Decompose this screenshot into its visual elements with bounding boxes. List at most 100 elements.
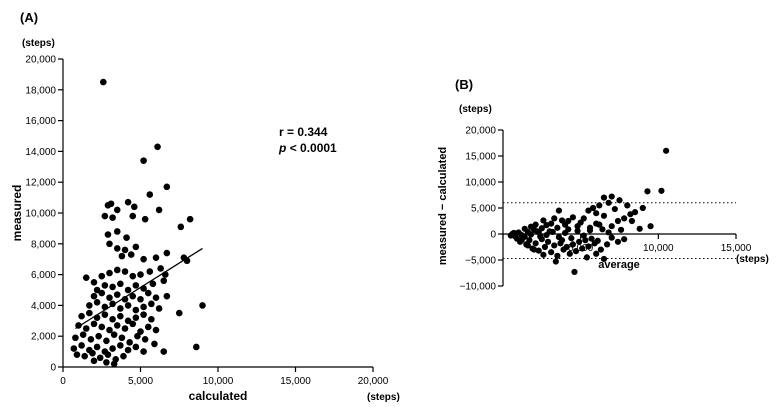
- panel-b-data-point: [558, 217, 566, 224]
- panel-a-y-tick-label: 14,000: [25, 147, 56, 158]
- panel-a-data-point: [186, 215, 194, 223]
- panel-b-data-point: [554, 252, 561, 259]
- panel-a-data-point: [90, 357, 98, 365]
- panel-b-y-tick-label: −5,000: [465, 256, 496, 267]
- panel-a-data-point: [106, 269, 113, 277]
- panel-a-data-point: [177, 223, 185, 231]
- panel-b-label: (B): [455, 77, 473, 92]
- panel-a-data-point: [163, 249, 171, 257]
- panel-a-data-point: [72, 334, 79, 342]
- panel-b-data-point: [563, 243, 570, 251]
- panel-b-data-point: [614, 217, 622, 225]
- panel-a-data-point: [82, 274, 90, 281]
- panel-b-data-point: [580, 232, 587, 239]
- panel-a-y-tick-label: 20,000: [25, 55, 56, 66]
- panel-a-data-point: [103, 337, 110, 345]
- panel-a-data-point: [113, 206, 121, 214]
- panel-b-data-point: [543, 222, 550, 229]
- panel-a-data-point: [160, 277, 168, 285]
- panel-a-data-point: [101, 282, 109, 289]
- panel-a-data-point: [100, 78, 107, 86]
- panel-b-data-point: [571, 268, 578, 276]
- panel-a-data-point: [86, 309, 93, 317]
- panel-a-data-point: [90, 292, 98, 300]
- panel-b-data-point: [524, 242, 531, 249]
- panel-b-data-point: [621, 215, 628, 222]
- panel-b-data-point: [603, 241, 611, 248]
- panel-a-data-point: [73, 351, 81, 358]
- panel-a-data-point: [104, 231, 112, 238]
- panel-a-data-point: [90, 279, 98, 286]
- panel-b-data-point: [540, 251, 547, 258]
- panel-b-data-point: [597, 246, 604, 253]
- panel-b-data-point: [544, 238, 552, 245]
- panel-b-data-point: [599, 226, 606, 233]
- panel-a-data-point: [151, 340, 158, 348]
- panel-a-data-point: [101, 303, 109, 311]
- panel-a-x-tick-label: 0: [60, 376, 66, 387]
- panel-a-data-point: [160, 348, 168, 355]
- panel-b-data-point: [605, 199, 612, 206]
- panel-a-data-point: [124, 198, 132, 206]
- panel-b-data-point: [566, 250, 573, 257]
- panel-a-data-point: [155, 206, 163, 214]
- panel-b-data-point: [574, 227, 581, 234]
- panel-a-data-point: [93, 286, 101, 294]
- panel-a-data-point: [109, 283, 116, 291]
- panel-a-data-point: [129, 320, 137, 328]
- panel-a-data-point: [75, 322, 82, 329]
- panel-a-y-unit: (steps): [22, 38, 55, 49]
- panel-a-data-point: [98, 272, 106, 280]
- panel-a-data-point: [152, 294, 160, 302]
- panel-a-data-point: [101, 311, 109, 318]
- panel-a-data-point: [140, 311, 147, 318]
- panel-b-data-point: [617, 226, 625, 233]
- panel-a-data-point: [96, 354, 104, 362]
- panel-a-data-point: [106, 240, 113, 248]
- panel-b-data-point: [568, 235, 575, 242]
- panel-b-data-point: [537, 233, 544, 240]
- panel-a-data-point: [90, 320, 98, 328]
- panel-b-data-point: [527, 231, 535, 238]
- panel-b-data-point: [611, 205, 618, 213]
- panel-a-data-point: [199, 302, 206, 309]
- panel-b-data-point: [585, 243, 592, 250]
- panel-a-data-point: [93, 343, 101, 351]
- panel-a-data-point: [126, 339, 133, 346]
- panel-b-data-point: [663, 147, 670, 154]
- panel-a-data-point: [78, 312, 85, 320]
- panel-b-y-tick-label: 0: [490, 230, 496, 241]
- panel-b-data-point: [548, 220, 555, 227]
- panel-a-data-point: [89, 349, 96, 357]
- panel-a-data-point: [132, 314, 140, 322]
- panel-a-data-point: [109, 300, 116, 308]
- panel-a-data-point: [137, 328, 144, 335]
- panel-a-data-point: [123, 234, 130, 241]
- correlation-r: r = 0.344: [279, 125, 328, 139]
- panel-a-data-point: [124, 286, 132, 294]
- panel-a-data-point: [106, 326, 113, 334]
- panel-b-data-point: [631, 209, 639, 216]
- panel-b-y-tick-label: 10,000: [465, 178, 496, 189]
- panel-a-data-point: [106, 294, 113, 302]
- panel-b-data-point: [636, 225, 643, 232]
- panel-a-y-tick-label: 4,000: [31, 301, 56, 312]
- panel-b-data-point: [658, 187, 665, 194]
- panel-a-y-tick-label: 12,000: [25, 178, 56, 189]
- panel-a-data-point: [107, 200, 115, 208]
- panel-a-data-point: [121, 325, 129, 332]
- panel-a-data-point: [82, 325, 90, 332]
- panel-b-y-tick-label: 20,000: [465, 126, 496, 137]
- panel-b-data-point: [576, 238, 583, 245]
- panel-a-data-point: [129, 212, 137, 220]
- panel-a-data-point: [129, 292, 137, 300]
- panel-b-data-point: [551, 242, 558, 249]
- panel-a-data-point: [103, 359, 110, 366]
- panel-a-data-point: [113, 291, 121, 298]
- panel-a-data-point: [152, 326, 160, 334]
- panel-b-data-point: [593, 210, 600, 217]
- panel-a-data-point: [93, 314, 101, 322]
- panel-a-data-point: [110, 360, 118, 368]
- panel-a-x-tick-label: 20,000: [358, 376, 389, 387]
